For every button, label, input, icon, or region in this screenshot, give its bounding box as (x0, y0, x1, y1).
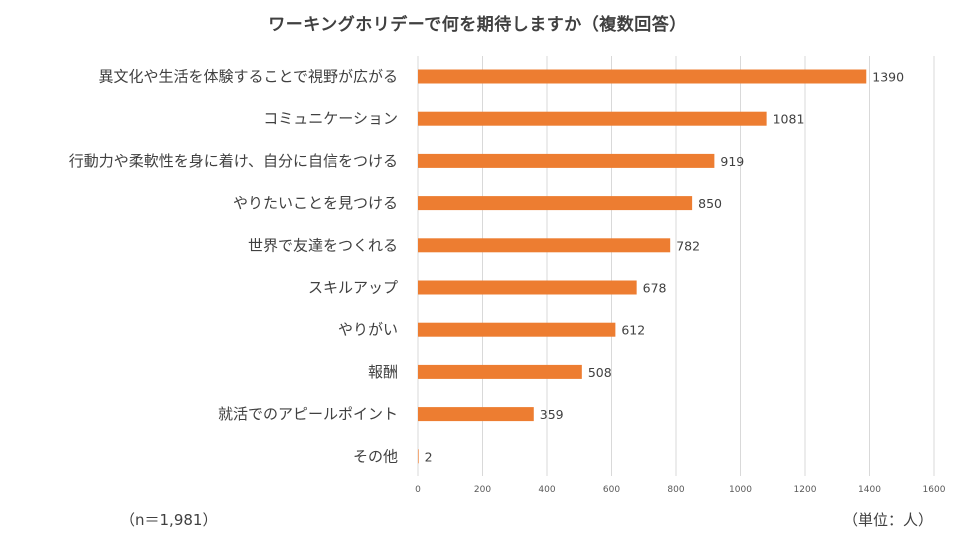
chart-title: ワーキングホリデーで何を期待しますか（複数回答） (268, 15, 687, 35)
data-label: 919 (720, 154, 744, 169)
bar (418, 196, 693, 211)
x-axis-ticks: 0 200 400 600 800 1000 1200 1400 1600 (415, 485, 946, 495)
bar (418, 69, 867, 84)
bar (418, 153, 715, 168)
value-labels: 1390 1081 919 850 782 678 612 508 359 2 (425, 70, 904, 465)
category-label: やりたいことを見つける (233, 194, 398, 212)
x-tick-label: 1600 (923, 485, 946, 495)
data-label: 1390 (872, 70, 904, 85)
category-label: スキルアップ (308, 279, 398, 297)
category-label: 世界で友達をつくれる (248, 236, 398, 254)
bar (418, 364, 582, 379)
x-tick-label: 1400 (858, 485, 881, 495)
category-label: 就活でのアピールポイント (218, 405, 398, 423)
data-label: 782 (676, 238, 700, 253)
data-label: 508 (588, 365, 612, 380)
data-label: 1081 (773, 112, 805, 127)
x-tick-label: 800 (667, 485, 684, 495)
bar (418, 449, 419, 464)
category-labels: 異文化や生活を体験することで視野が広がるコミュニケーション行動力や柔軟性を身に着… (69, 68, 398, 466)
bar (418, 322, 616, 337)
data-label: 612 (621, 323, 645, 338)
category-label: コミュニケーション (263, 110, 398, 128)
x-tick-label: 600 (603, 485, 620, 495)
bar (418, 111, 767, 126)
x-tick-label: 200 (474, 485, 491, 495)
category-label: 報酬 (368, 363, 398, 381)
data-label: 359 (540, 407, 564, 422)
bar (418, 238, 671, 253)
sample-size-note: （n＝1,981） (120, 511, 218, 529)
unit-note: （単位：人） (842, 511, 933, 529)
data-label: 850 (698, 196, 722, 211)
bars (418, 69, 867, 464)
category-label: 異文化や生活を体験することで視野が広がる (98, 68, 398, 86)
x-tick-label: 400 (538, 485, 555, 495)
category-label: やりがい (338, 321, 398, 339)
data-label: 678 (643, 281, 667, 296)
x-tick-label: 1200 (794, 485, 817, 495)
bar (418, 280, 637, 295)
category-label: 行動力や柔軟性を身に着け、自分に自信をつける (69, 152, 398, 170)
x-tick-label: 1000 (729, 485, 752, 495)
gridlines (417, 56, 935, 476)
x-tick-label: 0 (415, 485, 421, 495)
category-label: その他 (353, 447, 398, 465)
data-label: 2 (425, 449, 433, 464)
bar (418, 407, 534, 422)
